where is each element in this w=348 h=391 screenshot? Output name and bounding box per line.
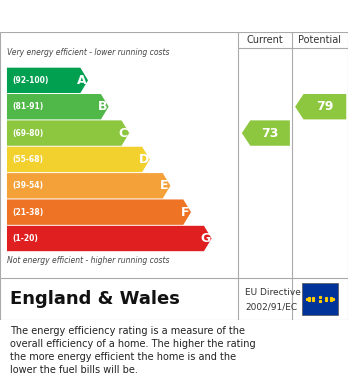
Polygon shape bbox=[295, 94, 346, 119]
Text: (69-80): (69-80) bbox=[12, 129, 44, 138]
Polygon shape bbox=[7, 147, 150, 172]
Text: C: C bbox=[119, 127, 128, 140]
Text: (92-100): (92-100) bbox=[12, 76, 49, 85]
Polygon shape bbox=[7, 226, 212, 251]
Text: Current: Current bbox=[247, 35, 283, 45]
Polygon shape bbox=[7, 173, 171, 199]
Text: B: B bbox=[98, 100, 108, 113]
Text: 73: 73 bbox=[261, 127, 279, 140]
Polygon shape bbox=[242, 120, 290, 146]
Text: The energy efficiency rating is a measure of the
overall efficiency of a home. T: The energy efficiency rating is a measur… bbox=[10, 326, 256, 375]
Polygon shape bbox=[7, 120, 129, 146]
Text: England & Wales: England & Wales bbox=[10, 290, 180, 308]
Text: Very energy efficient - lower running costs: Very energy efficient - lower running co… bbox=[7, 48, 169, 57]
Polygon shape bbox=[7, 68, 88, 93]
Text: (1-20): (1-20) bbox=[12, 234, 38, 243]
Text: (39-54): (39-54) bbox=[12, 181, 43, 190]
Text: 79: 79 bbox=[316, 100, 334, 113]
Text: D: D bbox=[139, 153, 149, 166]
Text: (55-68): (55-68) bbox=[12, 155, 43, 164]
Text: EU Directive: EU Directive bbox=[245, 288, 301, 297]
Polygon shape bbox=[7, 94, 109, 119]
Bar bbox=[302, 283, 338, 315]
Polygon shape bbox=[7, 199, 191, 225]
Text: F: F bbox=[181, 206, 189, 219]
Text: (81-91): (81-91) bbox=[12, 102, 44, 111]
Text: A: A bbox=[77, 74, 87, 87]
Text: Potential: Potential bbox=[298, 35, 341, 45]
Text: (21-38): (21-38) bbox=[12, 208, 44, 217]
Text: 2002/91/EC: 2002/91/EC bbox=[245, 303, 298, 312]
Text: E: E bbox=[160, 179, 169, 192]
Text: Energy Efficiency Rating: Energy Efficiency Rating bbox=[10, 9, 232, 23]
Text: G: G bbox=[200, 232, 211, 245]
Text: Not energy efficient - higher running costs: Not energy efficient - higher running co… bbox=[7, 256, 169, 265]
